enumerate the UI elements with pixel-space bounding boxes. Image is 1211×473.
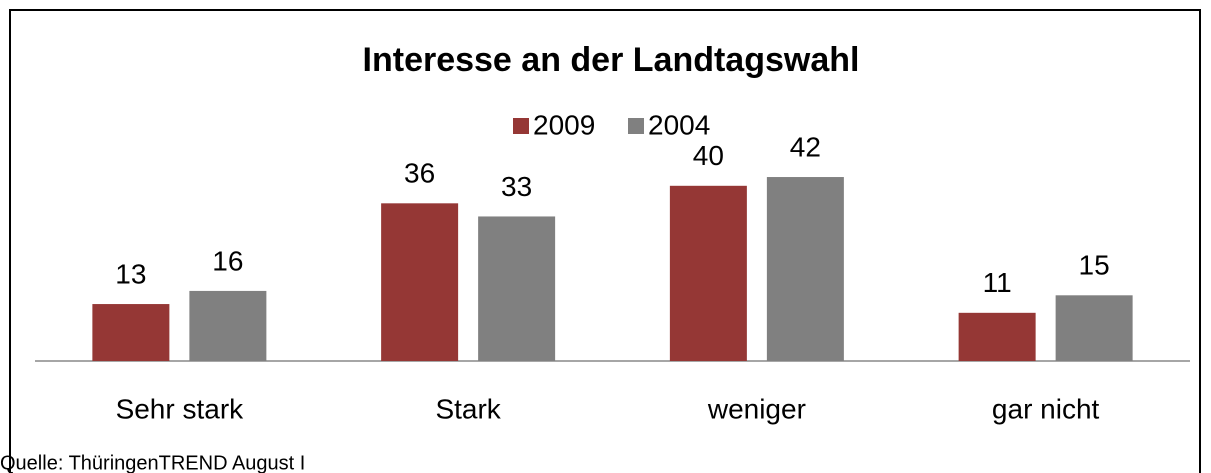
bar xyxy=(1055,295,1133,361)
bar xyxy=(478,216,556,361)
data-label: 42 xyxy=(790,131,821,162)
data-label: 33 xyxy=(501,171,532,202)
x-tick-label: gar nicht xyxy=(992,393,1100,424)
bar xyxy=(669,185,747,361)
x-tick-label: Sehr stark xyxy=(116,393,245,424)
data-label: 13 xyxy=(115,258,146,289)
data-label: 40 xyxy=(693,140,724,171)
legend-swatch xyxy=(513,118,529,134)
data-label: 11 xyxy=(983,267,1012,298)
x-tick-label: weniger xyxy=(707,393,806,424)
chart-title: Interesse an der Landtagswahl xyxy=(363,41,860,79)
legend-label: 2009 xyxy=(533,109,595,140)
data-label: 36 xyxy=(404,158,435,189)
bar xyxy=(958,312,1036,361)
bar xyxy=(189,290,267,361)
legend-label: 2004 xyxy=(648,109,710,140)
x-tick-label: Stark xyxy=(435,393,501,424)
data-label: 16 xyxy=(212,245,243,276)
chart-frame xyxy=(9,9,1201,473)
data-label: 15 xyxy=(1079,250,1110,281)
legend-swatch xyxy=(628,118,644,134)
bar xyxy=(92,304,170,361)
source-note: Quelle: ThüringenTREND August I xyxy=(0,452,305,473)
bar xyxy=(766,177,844,361)
bar xyxy=(381,203,459,361)
